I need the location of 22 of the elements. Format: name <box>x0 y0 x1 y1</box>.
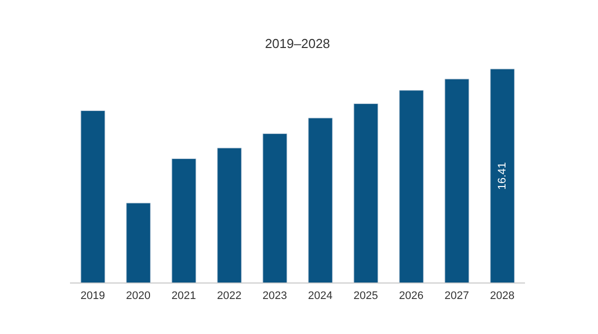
chart-title: 2019–2028 <box>264 36 332 51</box>
x-tick-label: 2022 <box>217 290 242 302</box>
x-tick-label: 2028 <box>490 290 514 302</box>
bar <box>262 133 288 284</box>
bar <box>308 118 333 284</box>
x-tick-label: 2024 <box>308 290 332 302</box>
x-tick-label: 2020 <box>126 290 150 302</box>
bar <box>354 103 378 284</box>
bar <box>172 158 196 284</box>
bar <box>399 90 424 284</box>
bar <box>490 68 515 284</box>
bar <box>126 202 151 284</box>
x-tick-label: 2025 <box>354 290 378 302</box>
data-label: 16.41 <box>496 162 508 190</box>
x-tick-label: 2019 <box>80 290 105 302</box>
x-tick-label: 2026 <box>399 290 424 302</box>
x-tick-label: 2023 <box>262 290 287 302</box>
x-tick-label: 2021 <box>172 290 196 302</box>
bar <box>217 148 242 284</box>
x-tick-label: 2027 <box>444 290 469 302</box>
bar <box>444 78 470 284</box>
bar <box>80 110 106 284</box>
